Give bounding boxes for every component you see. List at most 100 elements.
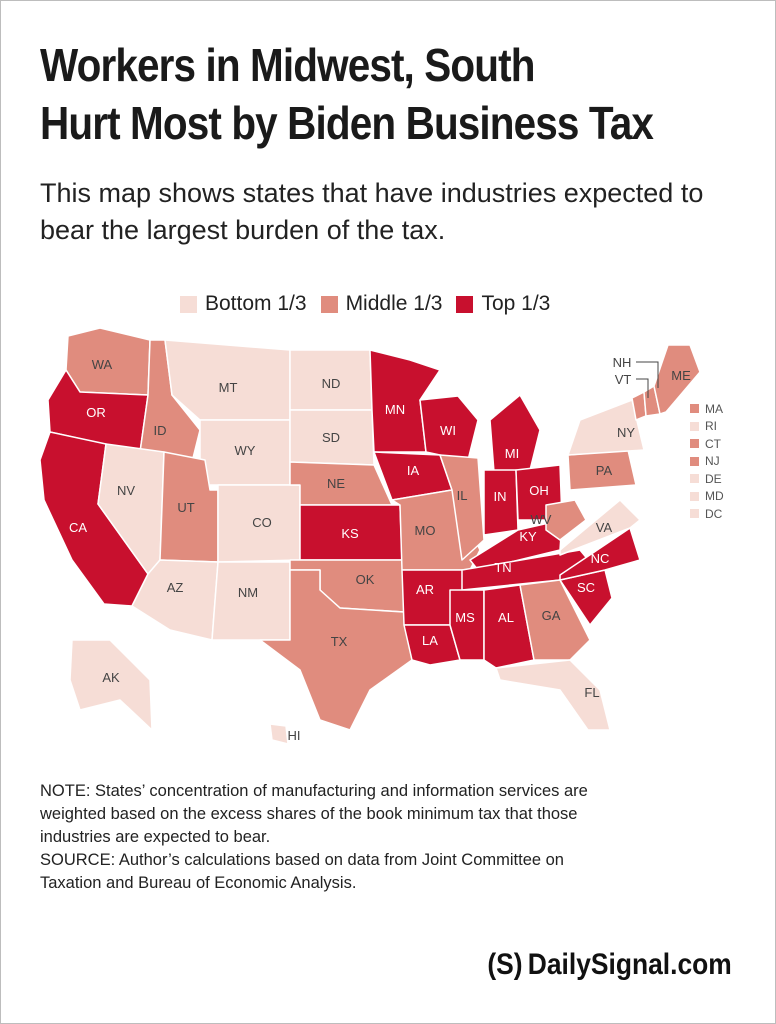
legend: Bottom 1/3 Middle 1/3 Top 1/3 — [180, 292, 564, 316]
state-wv — [545, 499, 587, 541]
state-nc — [559, 527, 641, 581]
source-line-1: SOURCE: Author’s calculations based on d… — [40, 851, 564, 869]
label-ak: AK — [102, 670, 120, 685]
state-labels: WA OR CA ID NV MT WY UT CO AZ NM ND SD N… — [69, 355, 691, 743]
label-az: AZ — [167, 580, 184, 595]
label-tn: TN — [494, 560, 511, 575]
legend-label-bottom: Bottom 1/3 — [205, 292, 307, 315]
small-state-dc-label: DC — [705, 506, 723, 521]
small-state-md-label: MD — [705, 489, 724, 504]
state-il — [439, 454, 485, 561]
label-ny: NY — [617, 425, 635, 440]
legend-label-top: Top 1/3 — [481, 292, 551, 315]
state-la — [403, 624, 461, 666]
label-ar: AR — [416, 582, 434, 597]
label-ks: KS — [341, 526, 359, 541]
state-tx — [259, 569, 413, 731]
source-line-2: Taxation and Bureau of Economic Analysis… — [40, 874, 357, 892]
label-nv: NV — [117, 483, 135, 498]
subtitle: This map shows states that have industri… — [40, 178, 704, 245]
label-ut: UT — [177, 500, 194, 515]
small-state-de-label: DE — [705, 471, 722, 486]
page-title: Workers in Midwest, South Hurt Most by B… — [40, 36, 674, 152]
state-va — [559, 499, 641, 556]
label-nc: NC — [591, 551, 610, 566]
note-text: NOTE: States’ concentration of manufactu… — [40, 780, 740, 895]
brand-logo: (S) DailySignal.com — [488, 948, 732, 982]
small-state-ri-label: RI — [705, 419, 717, 434]
legend-label-middle: Middle 1/3 — [345, 292, 443, 315]
brand-name: DailySignal.com — [528, 948, 732, 981]
state-ny — [567, 399, 645, 456]
label-va: VA — [596, 520, 613, 535]
label-wi: WI — [440, 423, 456, 438]
legend-item-middle: Middle 1/3 — [320, 292, 443, 316]
label-la: LA — [422, 633, 438, 648]
title-line-2: Hurt Most by Biden Business Tax — [40, 97, 654, 149]
small-state-ct-label: CT — [705, 436, 721, 451]
small-state-nj-label: NJ — [705, 454, 720, 469]
state-ga — [519, 579, 591, 661]
legend-item-top: Top 1/3 — [456, 292, 550, 316]
label-ne: NE — [327, 476, 345, 491]
label-mt: MT — [219, 380, 238, 395]
label-nd: ND — [322, 376, 341, 391]
label-in: IN — [494, 489, 507, 504]
title-line-1: Workers in Midwest, South — [40, 39, 535, 91]
state-mi — [489, 394, 541, 473]
label-ia: IA — [407, 463, 420, 478]
us-map: WA OR CA ID NV MT WY UT CO AZ NM ND SD N… — [39, 327, 701, 745]
label-wa: WA — [92, 357, 113, 372]
small-state-ri-swatch — [690, 421, 699, 431]
small-state-md: MD — [690, 488, 724, 506]
label-fl: FL — [584, 685, 599, 700]
label-ms: MS — [455, 610, 475, 625]
label-hi: HI — [288, 728, 301, 743]
state-nm — [211, 561, 291, 641]
label-vt: VT — [615, 372, 632, 387]
small-state-ma-label: MA — [705, 401, 723, 416]
label-mn: MN — [385, 402, 405, 417]
legend-swatch-bottom — [180, 295, 197, 313]
legend-item-bottom: Bottom 1/3 — [180, 292, 307, 316]
label-wy: WY — [235, 443, 256, 458]
small-state-dc: DC — [690, 505, 724, 523]
state-fl — [495, 659, 611, 731]
label-ky: KY — [519, 529, 537, 544]
small-states-legend: MA RI CT NJ DE MD DC — [690, 400, 724, 523]
label-il: IL — [457, 488, 468, 503]
label-mo: MO — [415, 523, 436, 538]
small-state-ma-swatch — [690, 404, 699, 414]
note-line-2: weighted based on the excess shares of t… — [40, 805, 578, 823]
label-nm: NM — [238, 585, 258, 600]
label-sc: SC — [577, 580, 595, 595]
small-state-nj: NJ — [690, 453, 724, 471]
legend-swatch-top — [456, 295, 474, 313]
label-wv: WV — [531, 512, 552, 527]
state-me — [653, 344, 701, 415]
leader-vt — [636, 378, 649, 398]
label-ga: GA — [542, 608, 561, 623]
state-ak — [69, 639, 153, 731]
small-state-nj-swatch — [690, 456, 699, 466]
label-mi: MI — [505, 446, 519, 461]
label-me: ME — [671, 368, 691, 383]
label-pa: PA — [596, 463, 613, 478]
small-state-md-swatch — [690, 491, 699, 501]
label-ok: OK — [356, 572, 375, 587]
small-state-ct-swatch — [690, 439, 699, 449]
small-state-de-swatch — [690, 474, 699, 484]
label-ca: CA — [69, 520, 87, 535]
small-state-de: DE — [690, 470, 724, 488]
small-state-ct: CT — [690, 435, 724, 453]
note-line-1: NOTE: States’ concentration of manufactu… — [40, 782, 588, 800]
state-ms — [449, 589, 485, 661]
label-or: OR — [86, 405, 106, 420]
label-sd: SD — [322, 430, 340, 445]
small-state-ma: MA — [690, 400, 724, 418]
small-state-ri: RI — [690, 418, 724, 436]
legend-swatch-middle — [320, 295, 338, 313]
label-id: ID — [154, 423, 167, 438]
leader-nh — [636, 361, 659, 388]
label-tx: TX — [331, 634, 348, 649]
